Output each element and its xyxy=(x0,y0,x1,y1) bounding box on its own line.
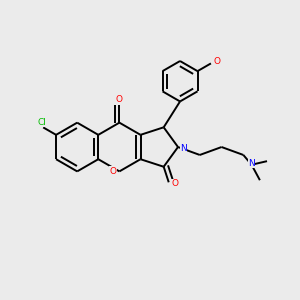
Text: O: O xyxy=(110,167,116,176)
Text: N: N xyxy=(180,144,187,153)
Text: O: O xyxy=(172,179,179,188)
Text: O: O xyxy=(116,95,123,104)
Text: N: N xyxy=(248,159,255,168)
Text: O: O xyxy=(214,57,221,66)
Text: Cl: Cl xyxy=(37,118,46,127)
